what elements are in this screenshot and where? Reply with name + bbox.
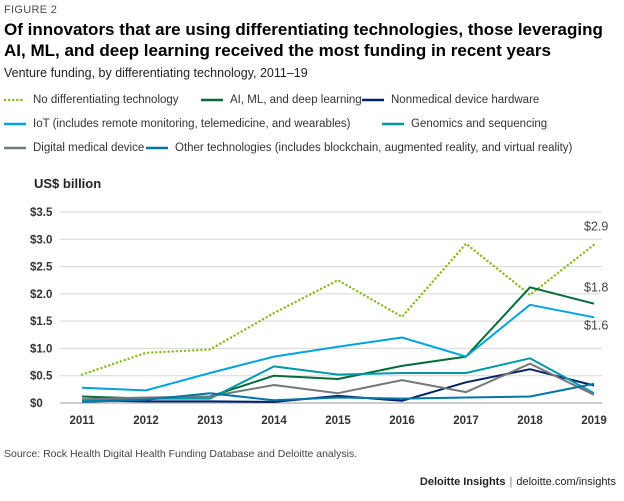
- legend-label: Other technologies (includes blockchain,…: [175, 142, 573, 154]
- legend-swatch: [201, 98, 223, 102]
- y-tick-label: $3.5: [30, 207, 53, 219]
- figure-label: FIGURE 2: [4, 4, 58, 16]
- legend-swatch: [4, 122, 26, 126]
- legend-swatch: [4, 146, 26, 150]
- x-tick-label: 2013: [197, 415, 223, 427]
- series-line-1: [81, 286, 595, 400]
- legend-label: IoT (includes remote monitoring, telemed…: [33, 118, 351, 130]
- legend-label: Digital medical device: [33, 142, 145, 154]
- y-tick-label: $2.5: [30, 262, 53, 274]
- x-tick-label: 2011: [70, 415, 96, 427]
- series-line-4: [81, 357, 595, 402]
- chart-title: Of innovators that are using differentia…: [4, 20, 603, 60]
- footer-brand: Deloitte Insights: [419, 476, 506, 488]
- footer-separator: |: [509, 476, 513, 488]
- legend-item-digital-medical: Digital medical device: [4, 142, 144, 154]
- x-tick-label: 2017: [453, 415, 479, 427]
- legend-swatch: [382, 122, 404, 126]
- series-line-3: [81, 303, 595, 392]
- line-chart: US$ billion $0 $0.5 $1.0 $1.5 $2.0 $2.5 $3.0 $3.…: [30, 176, 608, 427]
- legend-swatch: [146, 146, 168, 150]
- legend-swatch-dotted: [4, 98, 26, 102]
- y-tick-label: $1.5: [30, 316, 53, 328]
- series-line-0: [80, 242, 596, 376]
- legend-label: No differentiating technology: [33, 94, 179, 106]
- footer-url: deloitte.com/insights: [516, 476, 616, 488]
- data-label: $1.6: [584, 318, 608, 332]
- legend-label: AI, ML, and deep learning: [230, 94, 362, 106]
- footer: Deloitte Insights | deloitte.com/insights: [420, 476, 616, 488]
- data-label: $2.9: [584, 220, 608, 234]
- legend-item-no-diff: No differentiating technology: [4, 94, 179, 106]
- legend-label: Nonmedical device hardware: [391, 94, 540, 106]
- y-tick-label: $1.0: [30, 343, 52, 355]
- source-note: Source: Rock Health Digital Health Fundi…: [4, 448, 358, 460]
- x-tick-label: 2018: [517, 415, 543, 427]
- legend-row: Digital medical device Other technologie…: [4, 142, 620, 158]
- x-tick-label: 2015: [325, 415, 351, 427]
- legend-label: Genomics and sequencing: [411, 118, 548, 130]
- y-tick-label: $3.0: [30, 234, 52, 246]
- x-tick-label: 2019: [581, 415, 607, 427]
- series-line-5: [81, 362, 595, 401]
- chart-subtitle: Venture funding, by differentiating tech…: [4, 66, 308, 80]
- y-tick-label: $0.5: [30, 371, 53, 383]
- legend-item-genomics: Genomics and sequencing: [382, 118, 547, 130]
- y-axis-label: US$ billion: [34, 176, 101, 191]
- legend-swatch: [362, 98, 384, 102]
- y-tick-label: $2.0: [30, 289, 52, 301]
- legend-item-nonmedical: Nonmedical device hardware: [362, 94, 539, 106]
- series-line-6: [81, 382, 595, 403]
- legend-row: No differentiating technology AI, ML, an…: [4, 94, 620, 110]
- data-label: $1.8: [584, 281, 608, 295]
- legend-item-other: Other technologies (includes blockchain,…: [146, 142, 572, 154]
- legend-item-iot: IoT (includes remote monitoring, telemed…: [4, 118, 350, 130]
- legend-row: IoT (includes remote monitoring, telemed…: [4, 118, 620, 134]
- x-tick-label: 2014: [261, 415, 287, 427]
- y-tick-label: $0: [30, 398, 43, 410]
- legend-item-ai: AI, ML, and deep learning: [201, 94, 362, 106]
- x-tick-label: 2012: [133, 415, 159, 427]
- x-tick-label: 2016: [389, 415, 415, 427]
